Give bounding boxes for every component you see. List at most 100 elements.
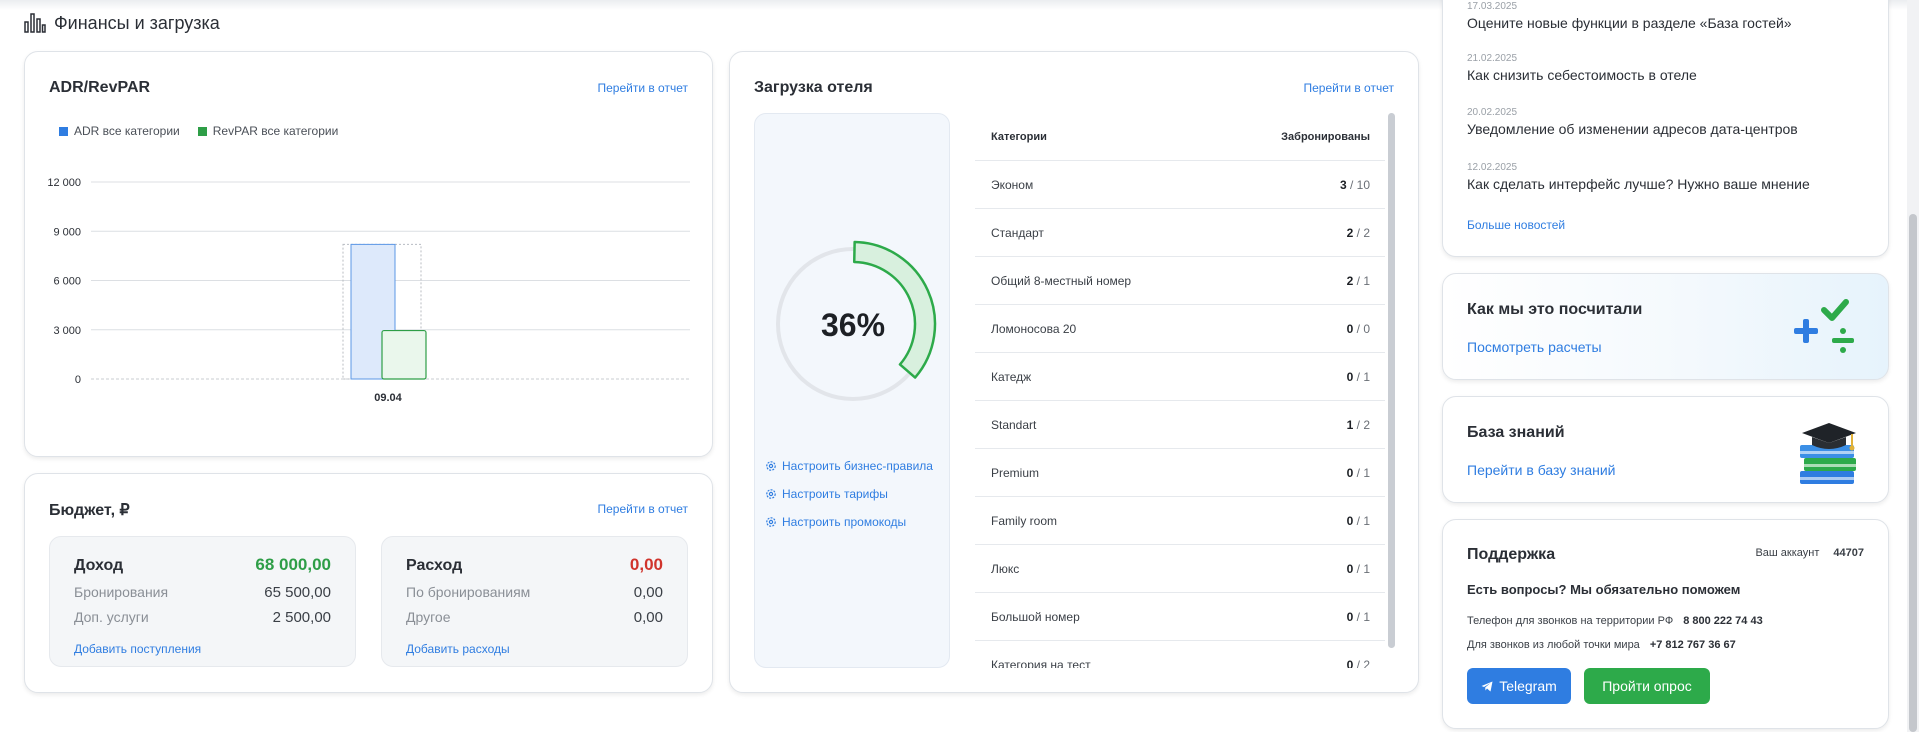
budget-card-title: Бюджет, ₽ (49, 502, 130, 519)
add-income-link[interactable]: Добавить поступления (74, 642, 202, 656)
table-row: Standart 1 / 2 (975, 401, 1385, 449)
booked-value: 3 / 10 (1340, 178, 1370, 192)
category-name: Большой номер (991, 609, 1080, 624)
news-title[interactable]: Как сделать интерфейс лучше? Нужно ваше … (1467, 176, 1810, 192)
y-tick-label: 9 000 (53, 226, 81, 238)
category-name: Standart (991, 417, 1037, 432)
budget-report-link[interactable]: Перейти в отчет (597, 502, 688, 516)
total-count: / 1 (1356, 561, 1370, 576)
section-header: Финансы и загрузка (24, 12, 220, 34)
table-row: Общий 8-местный номер 2 / 1 (975, 257, 1385, 305)
occupancy-gauge-arc (852, 240, 937, 379)
bar-group-outline (342, 243, 422, 380)
booked-value: 0 / 1 (1347, 610, 1370, 624)
news-title[interactable]: Уведомление об изменении адресов дата-це… (1467, 121, 1798, 137)
category-name: Premium (991, 465, 1040, 480)
knowledge-base-title: База знаний (1467, 424, 1565, 441)
legend-label-adr: ADR все категории (74, 124, 180, 138)
occupancy-table[interactable]: Категории Забронированы Эконом 3 / 10 Стан… (975, 113, 1385, 668)
news-item[interactable]: 20.02.2025 Уведомление об изменении адре… (1467, 107, 1798, 137)
expense-box: Расход 0,00 По бронированиям 0,00 Другое… (381, 536, 688, 667)
booked-value: 0 / 1 (1347, 562, 1370, 576)
occupancy-card-title: Загрузка отеля (754, 79, 873, 96)
config-tariffs-link[interactable]: Настроить тарифы (765, 487, 888, 501)
occupancy-gauge (776, 240, 937, 401)
telegram-button-label: Telegram (1499, 678, 1557, 694)
total-count: / 1 (1356, 609, 1370, 624)
top-shadow (0, 0, 1919, 10)
telegram-button[interactable]: Telegram (1467, 668, 1571, 704)
account-id: 44707 (1833, 547, 1864, 559)
news-title[interactable]: Как снизить себестоимость в отеле (1467, 67, 1697, 83)
config-promocodes-link[interactable]: Настроить промокоды (765, 515, 906, 529)
news-title[interactable]: Оцените новые функции в разделе «База го… (1467, 15, 1792, 31)
config-link-label: Настроить бизнес-правила (782, 459, 933, 473)
news-date: 17.03.2025 (1467, 1, 1518, 12)
legend-item-revpar[interactable]: RevPAR все категории (197, 124, 339, 138)
table-body: Эконом 3 / 10 Стандарт 2 / 2 Общий 8-местный… (975, 161, 1385, 668)
news-item[interactable]: 17.03.2025 Оцените новые функции в разде… (1467, 1, 1792, 31)
total-count: / 2 (1356, 657, 1370, 669)
news-date: 12.02.2025 (1467, 162, 1518, 173)
more-news-link[interactable]: Больше новостей (1467, 218, 1566, 232)
booked-count: 0 (1346, 561, 1354, 576)
table-row: Категория на тест 0 / 2 (975, 641, 1385, 669)
phone-rf-number[interactable]: 8 800 222 74 43 (1683, 615, 1763, 627)
phone-world-number[interactable]: +7 812 767 36 67 (1649, 639, 1736, 651)
booked-value: 2 / 1 (1347, 274, 1370, 288)
section-title: Финансы и загрузка (54, 12, 220, 33)
occupancy-card: Загрузка отеля Перейти в отчет 36% Настр… (729, 51, 1419, 693)
take-survey-button[interactable]: Пройти опрос (1584, 668, 1710, 704)
column-header-booked: Забронированы (1281, 130, 1370, 143)
y-tick-label: 12 000 (47, 177, 81, 189)
calculation-title: Как мы это посчитали (1467, 301, 1643, 318)
category-name: Ломоносова 20 (991, 321, 1077, 336)
booked-count: 2 (1346, 273, 1354, 288)
news-item[interactable]: 12.02.2025 Как сделать интерфейс лучше? … (1467, 162, 1810, 192)
phone-world-label: Для звонков из любой точки мира (1467, 639, 1640, 651)
booked-value: 0 / 1 (1347, 370, 1370, 384)
booked-count: 0 (1346, 465, 1354, 480)
calculation-info-card: Как мы это посчитали Посмотреть расчеты (1442, 273, 1889, 380)
adr-report-link[interactable]: Перейти в отчет (597, 81, 688, 95)
support-question: Есть вопросы? Мы обязательно поможем (1467, 582, 1741, 597)
booked-count: 3 (1339, 177, 1347, 192)
income-row-services: Доп. услуги 2 500,00 (74, 609, 331, 626)
support-card: Поддержка Ваш аккаунт 44707 Есть вопросы?… (1442, 519, 1889, 729)
expense-row-label: Другое (406, 609, 451, 625)
page-scrollbar-thumb[interactable] (1909, 214, 1917, 732)
income-row-label: Бронирования (74, 584, 169, 600)
add-expense-link[interactable]: Добавить расходы (406, 642, 510, 656)
config-business-rules-link[interactable]: Настроить бизнес-правила (765, 459, 933, 473)
gear-icon (766, 461, 776, 471)
knowledge-base-link[interactable]: Перейти в базу знаний (1467, 462, 1616, 478)
income-row-bookings: Бронирования 65 500,00 (74, 584, 331, 601)
occupancy-gauge-panel: 36% Настроить бизнес-правила Настроить т… (754, 113, 950, 668)
chart-legend: ADR все категории RevPAR все категории (59, 124, 338, 138)
phone-rf-row: Телефон для звонков на территории РФ 8 80… (1467, 615, 1763, 627)
expense-total: 0,00 (629, 555, 663, 574)
table-scrollbar-thumb[interactable] (1388, 113, 1395, 648)
booked-count: 2 (1346, 225, 1354, 240)
booked-count: 0 (1346, 513, 1354, 528)
income-row-value: 65 500,00 (264, 584, 331, 601)
news-date: 21.02.2025 (1467, 53, 1518, 64)
booked-count: 0 (1346, 657, 1354, 669)
adr-revpar-card: ADR/RevPAR Перейти в отчет ADR все катег… (24, 51, 713, 457)
y-tick-label: 3 000 (53, 325, 81, 337)
legend-item-adr[interactable]: ADR все категории (59, 124, 180, 138)
gear-icon (766, 517, 776, 527)
total-count: / 10 (1349, 177, 1370, 192)
telegram-icon (1481, 681, 1493, 691)
news-item[interactable]: 21.02.2025 Как снизить себестоимость в о… (1467, 53, 1697, 83)
y-tick-label: 0 (75, 374, 81, 386)
phone-rf-label: Телефон для звонков на территории РФ (1467, 615, 1674, 627)
table-row: Premium 0 / 1 (975, 449, 1385, 497)
bar-revpar[interactable] (381, 329, 427, 380)
table-row: Стандарт 2 / 2 (975, 209, 1385, 257)
view-calculations-link[interactable]: Посмотреть расчеты (1467, 339, 1602, 355)
legend-label-revpar: RevPAR все категории (212, 124, 339, 138)
category-name: Категория на тест (991, 657, 1091, 669)
expense-row-value: 0,00 (633, 584, 663, 601)
occupancy-report-link[interactable]: Перейти в отчет (1303, 81, 1394, 95)
